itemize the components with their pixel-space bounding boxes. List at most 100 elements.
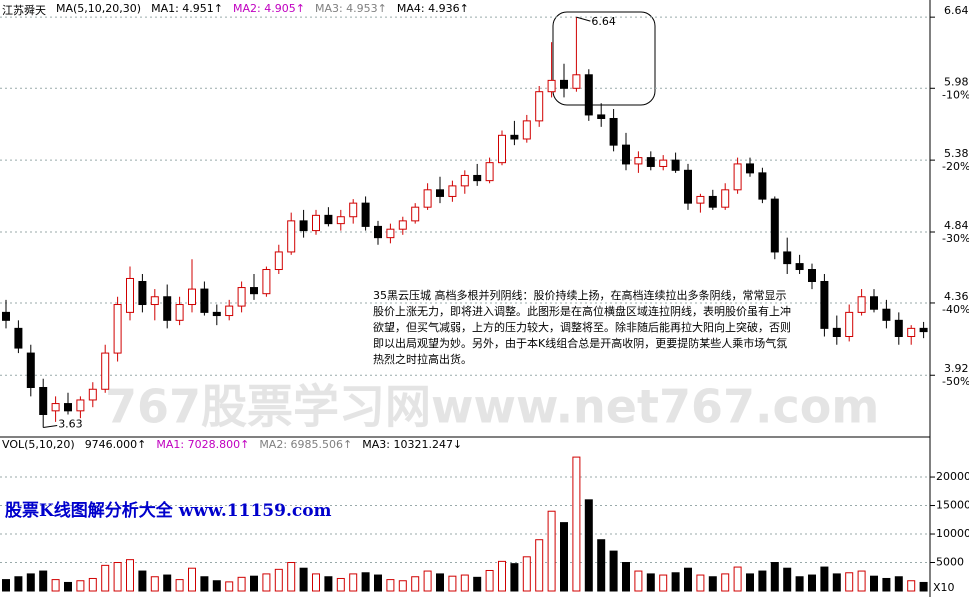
candle-body <box>597 114 606 119</box>
volume-bar <box>39 570 48 592</box>
candle-body <box>634 157 643 165</box>
volume-bar <box>894 576 903 592</box>
volume-bar <box>448 575 457 592</box>
high-label: 6.64 <box>591 15 616 28</box>
candle-body <box>324 214 333 225</box>
candle-body <box>646 157 655 167</box>
volume-bar <box>882 577 891 592</box>
candle-body <box>64 403 72 412</box>
candle-body <box>188 288 196 306</box>
volume-bar <box>51 579 60 592</box>
volume-bar <box>622 562 630 592</box>
vol-header: VOL(5,10,20) 9746.000↑ MA1: 7028.800↑ MA2: … <box>2 438 462 451</box>
candle-body <box>659 159 668 167</box>
candle-body <box>758 172 767 200</box>
highlight-box <box>552 11 656 106</box>
volume-bar <box>398 580 407 592</box>
volume-bar <box>919 581 928 592</box>
volume-bar <box>150 576 159 592</box>
candle-body <box>522 120 531 140</box>
volume-bar <box>547 510 556 592</box>
candle-body <box>808 269 816 282</box>
candle-body <box>907 327 916 338</box>
header-item: VOL(5,10,20) <box>2 438 75 451</box>
volume-bar <box>535 539 544 592</box>
vol-unit: X10 <box>933 581 955 594</box>
volume-bar <box>832 573 841 592</box>
volume-bar <box>498 560 506 592</box>
candle-body <box>101 352 110 390</box>
pct-tick-label: -10% <box>942 88 969 101</box>
volume-bar <box>138 570 147 592</box>
vol-tick-label: 10000 <box>936 527 969 540</box>
volume-bar <box>64 581 72 592</box>
pct-tick-label: -20% <box>942 160 969 173</box>
header-item: 9746.000↑ <box>84 438 147 451</box>
candle-body <box>696 195 705 204</box>
volume-bar <box>522 556 531 592</box>
volume-bar <box>684 567 692 592</box>
candle-body <box>894 319 903 338</box>
header-item: MA2: 4.905↑ <box>233 2 305 15</box>
candle-body <box>547 79 556 93</box>
candle-body <box>374 225 382 239</box>
volume-bar <box>26 573 35 592</box>
candle-body <box>746 163 754 174</box>
candle-body <box>448 185 457 197</box>
volume-bar <box>101 564 110 592</box>
volume-bar <box>646 573 655 592</box>
candle-body <box>708 195 717 208</box>
volume-bar <box>560 522 568 592</box>
candle-body <box>721 189 730 208</box>
volume-bar <box>336 577 345 592</box>
candle-body <box>584 74 593 116</box>
candle-body <box>870 296 878 310</box>
pct-tick-label: -40% <box>942 303 969 316</box>
candle-body <box>733 163 742 191</box>
volume-bar <box>597 539 606 592</box>
pct-tick-label: -50% <box>942 375 969 388</box>
vol-tick-label: 5000 <box>936 556 964 569</box>
header-item: MA3: 4.953↑ <box>314 2 387 15</box>
candle-body <box>163 296 172 321</box>
vol-tick-label: 15000 <box>936 499 969 512</box>
candle-body <box>671 159 680 171</box>
candle-body <box>423 189 432 208</box>
volume-bar <box>510 563 519 592</box>
volume-bar <box>188 567 196 592</box>
candle-body <box>262 269 271 295</box>
volume-bar <box>634 570 643 592</box>
candle-body <box>386 228 395 239</box>
candle-body <box>770 198 779 253</box>
candle-body <box>237 287 246 307</box>
volume-bar <box>696 574 705 592</box>
volume-bar <box>572 456 581 592</box>
volume-bar <box>14 576 23 592</box>
volume-bar <box>262 573 271 592</box>
y-tick-label: 4.84 <box>944 219 969 232</box>
volume-bar <box>212 580 221 592</box>
candle-body <box>882 308 891 321</box>
candle-body <box>274 251 283 271</box>
volume-bar <box>671 572 680 592</box>
volume-bar <box>584 499 593 592</box>
volume-bar <box>299 567 308 592</box>
volume-bar <box>250 575 258 592</box>
volume-bar <box>609 550 618 592</box>
volume-bar <box>746 573 754 592</box>
volume-bar <box>76 580 85 592</box>
volume-bar <box>870 575 878 592</box>
candle-body <box>609 117 618 146</box>
candle-body <box>783 251 792 265</box>
header-item: MA(5,10,20,30) <box>56 2 142 15</box>
volume-bar <box>473 576 482 592</box>
volume-bar <box>200 576 209 592</box>
pct-tick-label: -30% <box>942 232 969 245</box>
y-tick-label: 3.92 <box>944 362 969 375</box>
y-tick-label: 5.38 <box>944 147 969 160</box>
volume-bar <box>770 562 779 592</box>
volume-bar <box>2 579 10 592</box>
volume-bar <box>708 576 717 592</box>
